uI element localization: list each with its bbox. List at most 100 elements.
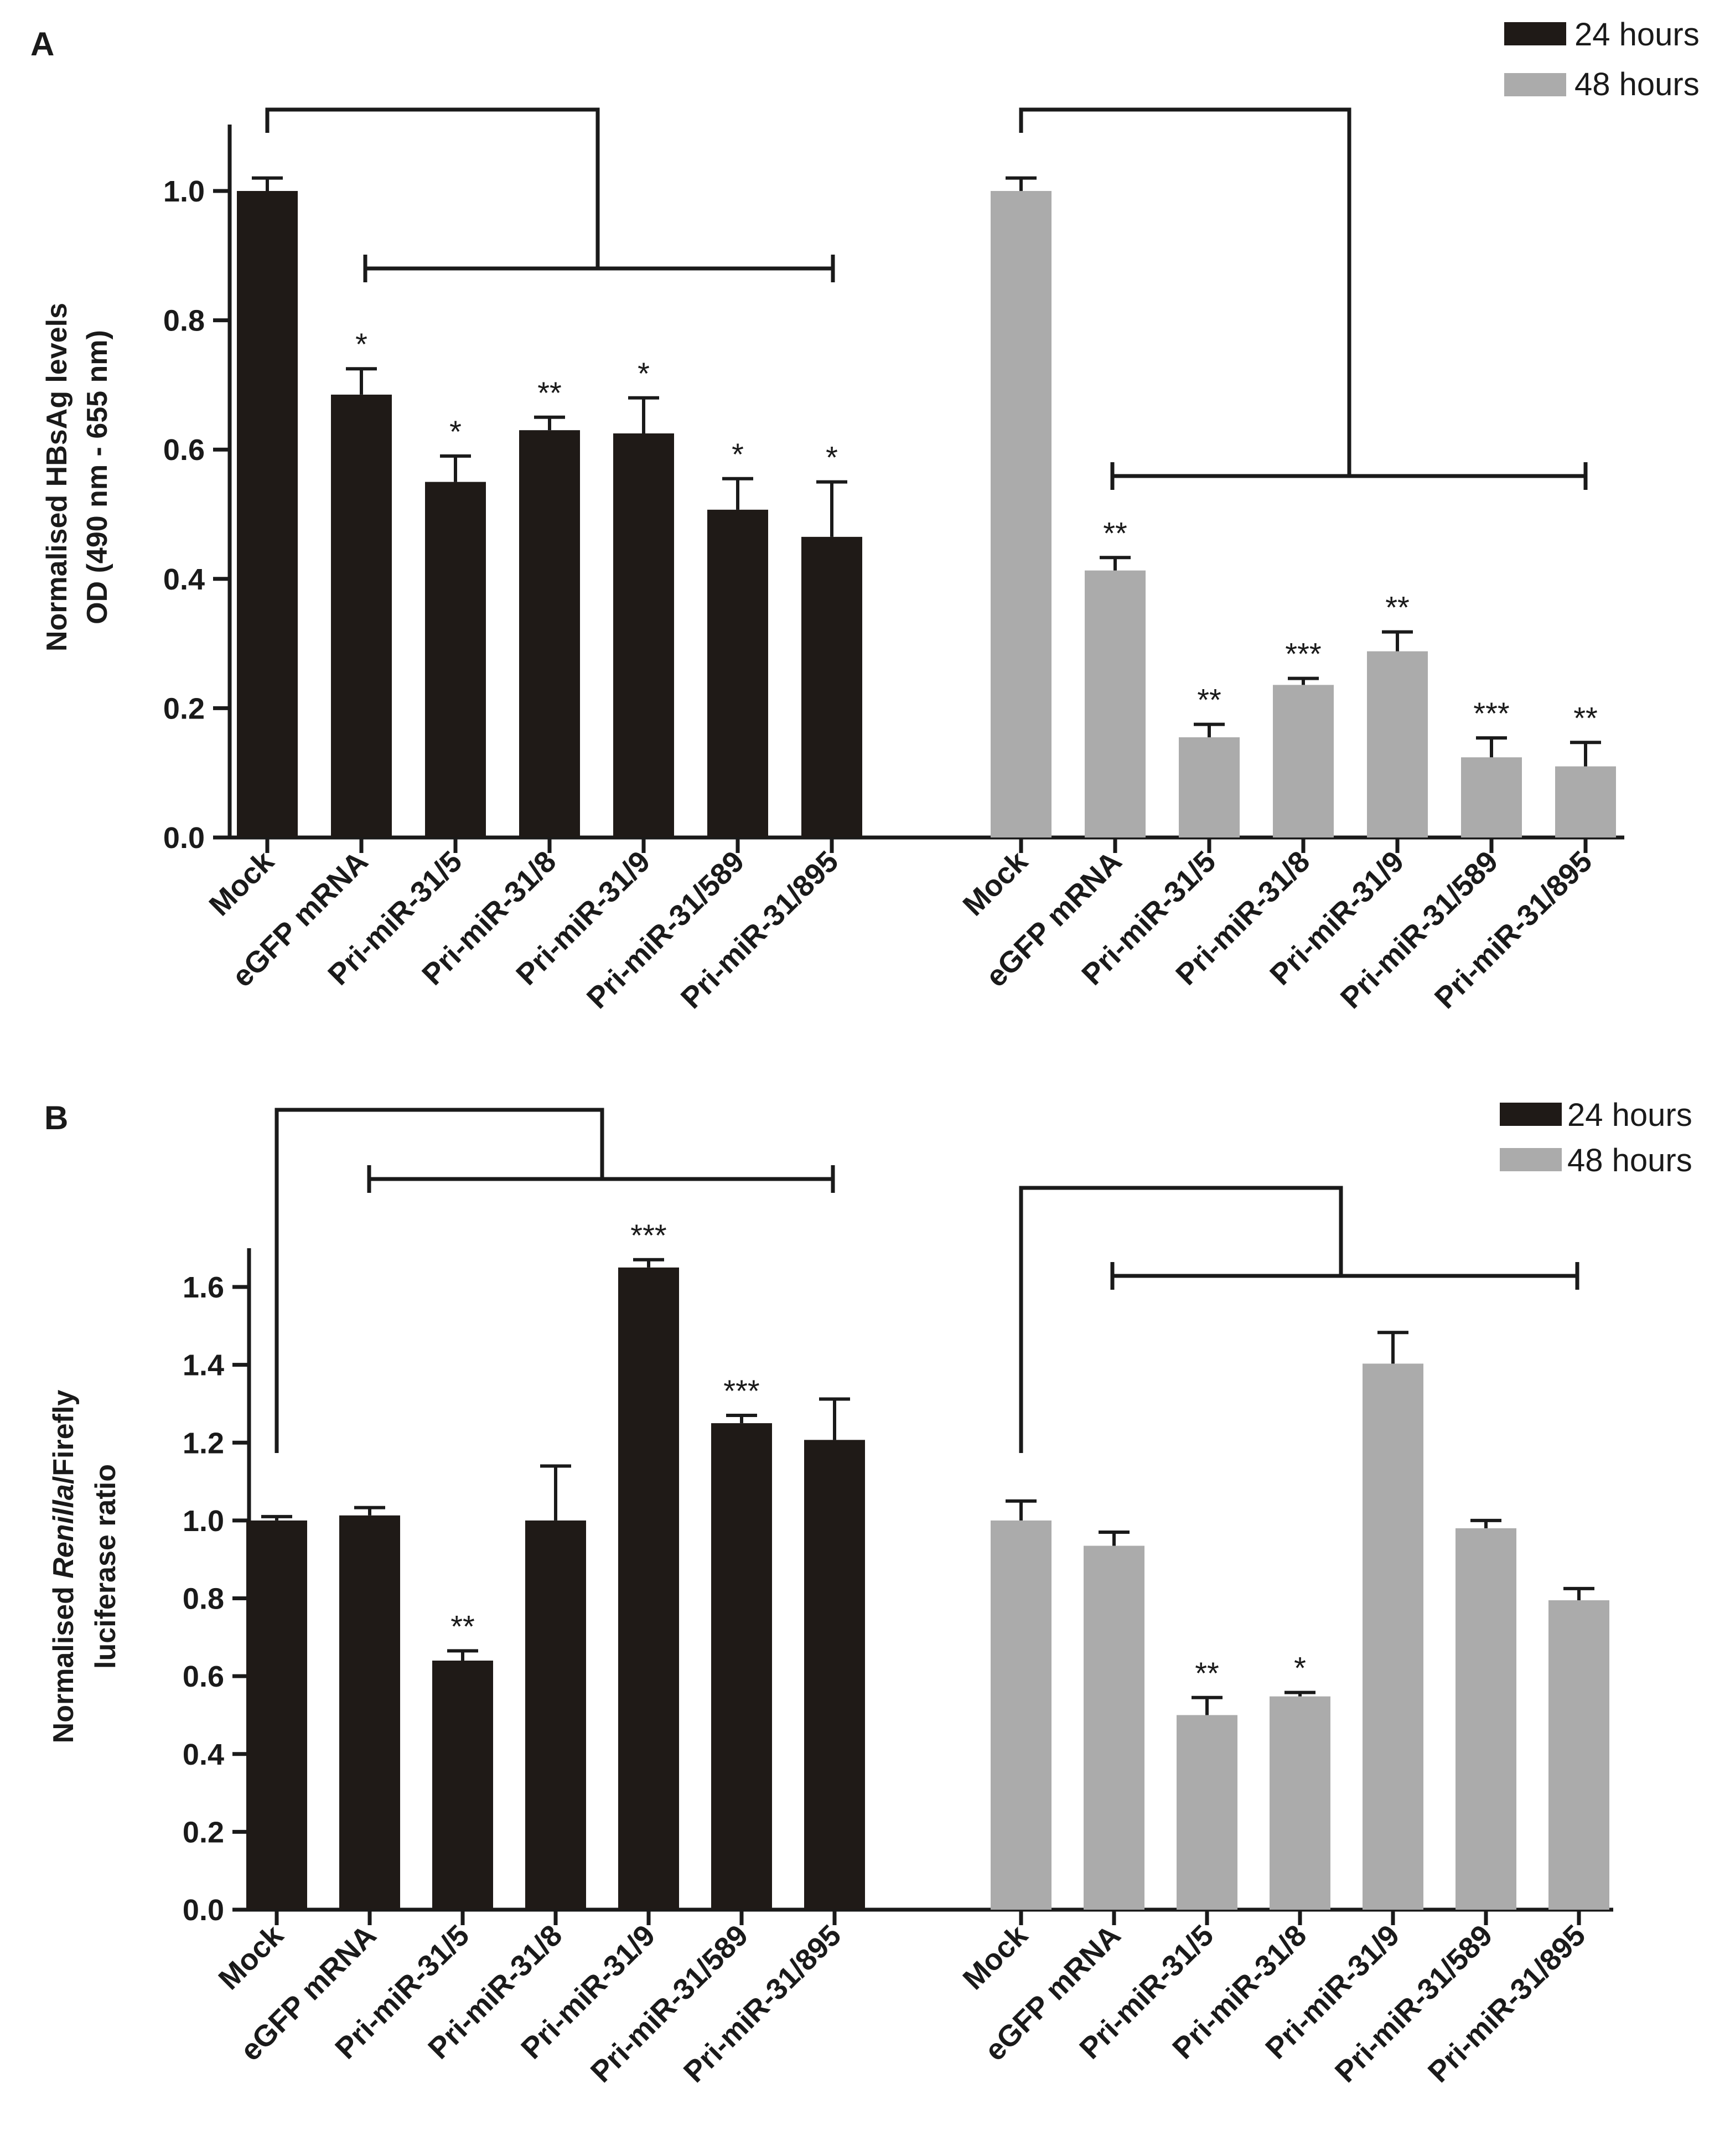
x-category-label: Pri-miR-31/895 (1422, 1919, 1592, 2089)
x-category-label: Mock (956, 844, 1034, 922)
bar (1085, 570, 1146, 837)
significance-label: *** (1285, 637, 1321, 671)
panel-a: A 24 hours 48 hours Normalised HBsAg lev… (30, 17, 1700, 1015)
y-tick-label: 0.2 (163, 692, 205, 725)
significance-label: *** (723, 1373, 759, 1408)
significance-label: ** (1195, 1656, 1219, 1690)
y-tick-label: 1.0 (183, 1504, 224, 1538)
significance-label: *** (1473, 696, 1509, 731)
y-tick-label: 1.6 (183, 1271, 224, 1304)
panel-a-ylabel: Normalised HBsAg levels OD (490 nm - 655… (41, 303, 113, 652)
panel-a-ylabel-line1: Normalised HBsAg levels (41, 303, 73, 652)
bar (991, 191, 1052, 837)
legend-a-label-24: 24 hours (1574, 17, 1700, 53)
bracket-a24-bottom (363, 255, 835, 282)
y-tick-label: 1.4 (183, 1349, 224, 1382)
significance-label: * (826, 440, 838, 475)
x-category-label: Pri-miR-31/589 (584, 1919, 755, 2089)
panel-a-brackets (265, 107, 1588, 490)
bar (432, 1661, 493, 1910)
panel-b-legend: 24 hours 48 hours (1500, 1097, 1692, 1178)
panel-b-brackets (274, 1108, 1579, 1453)
y-tick-label: 1.2 (183, 1426, 224, 1460)
bar (1363, 1363, 1423, 1910)
significance-label: * (355, 327, 367, 361)
bracket-a48-top (1019, 107, 1351, 476)
y-tick-label: 0.6 (183, 1660, 224, 1693)
bar (801, 536, 862, 837)
significance-label: * (732, 437, 744, 472)
legend-b-swatch-24 (1500, 1103, 1562, 1126)
y-tick-label: 0.2 (183, 1816, 224, 1849)
bar (613, 433, 674, 837)
y-tick-label: 0.0 (163, 821, 205, 855)
bar (707, 509, 768, 837)
significance-label: * (449, 414, 462, 449)
legend-a-swatch-48 (1504, 73, 1566, 96)
panel-b-ylabel-line1: Normalised Renilla/Firefly (48, 1390, 80, 1744)
x-category-label: Pri-miR-31/895 (1428, 845, 1599, 1015)
legend-b-label-24: 24 hours (1567, 1097, 1692, 1133)
panel-b-ylabel-line2: luciferase ratio (90, 1464, 122, 1669)
bar (1456, 1528, 1516, 1910)
bar (425, 482, 486, 837)
bracket-a24-top (265, 107, 600, 268)
panel-a-bars: ****** ************* ** (237, 176, 1616, 837)
bar (1270, 1696, 1330, 1910)
bar (618, 1267, 679, 1910)
y-tick-label: 0.4 (163, 563, 205, 596)
y-tick-label: 0.8 (183, 1583, 224, 1616)
x-category-label: Pri-miR-31/895 (677, 1919, 848, 2089)
bracket-b48-top (1019, 1186, 1343, 1453)
bracket-b24-bottom (367, 1165, 835, 1193)
panel-b-label: B (44, 1099, 68, 1136)
bracket-b24-top (274, 1108, 604, 1453)
x-category-label: Pri-miR-31/589 (1329, 1919, 1499, 2089)
x-category-label: Mock (956, 1918, 1034, 1996)
bar (1461, 757, 1522, 837)
bar (331, 394, 392, 837)
bar (339, 1515, 400, 1910)
bar (246, 1520, 307, 1910)
panel-a-label: A (30, 25, 54, 63)
bar (1548, 1600, 1609, 1910)
panel-a-ylabel-line2: OD (490 nm - 655 nm) (81, 330, 113, 624)
bracket-a48-bottom (1110, 462, 1588, 490)
bar (991, 1520, 1052, 1910)
panel-a-legend: 24 hours 48 hours (1504, 17, 1700, 102)
bar (1273, 685, 1334, 837)
x-category-label: Pri-miR-31/895 (675, 845, 845, 1015)
legend-a-swatch-24 (1504, 22, 1566, 45)
bar (1555, 766, 1616, 837)
panel-b: B 24 hours 48 hours Normalised Renilla/F… (44, 1097, 1692, 2089)
legend-a-label-48: 48 hours (1574, 66, 1700, 102)
x-category-label: Pri-miR-31/589 (581, 845, 751, 1015)
significance-label: ** (1197, 683, 1221, 717)
significance-label: ** (1573, 700, 1598, 735)
bracket-b48-bottom (1110, 1262, 1579, 1290)
bar (237, 191, 298, 837)
significance-label: ** (450, 1609, 475, 1643)
bar (1084, 1545, 1144, 1910)
panel-b-ylabel: Normalised Renilla/Firefly luciferase ra… (48, 1390, 122, 1744)
y-tick-label: 0.6 (163, 433, 205, 467)
legend-b-label-48: 48 hours (1567, 1142, 1692, 1178)
x-category-label: Pri-miR-31/589 (1334, 845, 1505, 1015)
y-tick-label: 1.0 (163, 175, 205, 208)
x-category-label: Mock (203, 844, 281, 922)
significance-label: ** (1385, 590, 1410, 625)
bar (711, 1423, 772, 1910)
x-category-label: Mock (212, 1918, 290, 1996)
legend-b-swatch-48 (1500, 1148, 1562, 1171)
bar (804, 1440, 865, 1910)
panel-b-bars: ********** * (246, 1218, 1609, 1910)
y-tick-label: 0.0 (183, 1894, 224, 1927)
significance-label: ** (1103, 515, 1127, 550)
y-tick-label: 0.4 (183, 1738, 224, 1771)
bar (1177, 1715, 1237, 1910)
significance-label: *** (630, 1218, 666, 1253)
significance-label: ** (537, 375, 562, 410)
